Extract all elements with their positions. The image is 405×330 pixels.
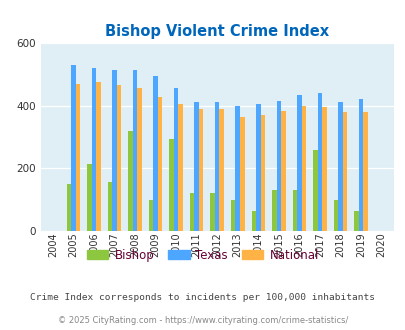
Bar [214, 103, 219, 231]
Bar [239, 116, 244, 231]
Text: Crime Index corresponds to incidents per 100,000 inhabitants: Crime Index corresponds to incidents per… [30, 293, 375, 302]
Bar [158, 97, 162, 231]
Bar [280, 111, 285, 231]
Bar [337, 103, 342, 231]
Bar [132, 70, 137, 231]
Bar [219, 109, 224, 231]
Bar [235, 106, 239, 231]
Bar [230, 200, 235, 231]
Bar [96, 82, 100, 231]
Bar [66, 184, 71, 231]
Bar [169, 139, 173, 231]
Bar [87, 164, 92, 231]
Bar [71, 65, 75, 231]
Bar [342, 113, 346, 231]
Bar [251, 211, 256, 231]
Bar [75, 84, 80, 231]
Bar [198, 109, 203, 231]
Bar [256, 104, 260, 231]
Bar [92, 68, 96, 231]
Bar [292, 190, 296, 231]
Bar [271, 190, 276, 231]
Bar [153, 76, 158, 231]
Bar [107, 182, 112, 231]
Bar [194, 103, 198, 231]
Bar [112, 70, 117, 231]
Bar [137, 88, 141, 231]
Bar [358, 99, 362, 231]
Bar [353, 211, 358, 231]
Bar [149, 200, 153, 231]
Bar [276, 101, 280, 231]
Bar [260, 115, 264, 231]
Bar [333, 200, 337, 231]
Legend: Bishop, Texas, National: Bishop, Texas, National [82, 244, 323, 266]
Bar [321, 107, 326, 231]
Bar [117, 85, 121, 231]
Bar [178, 104, 183, 231]
Bar [312, 150, 317, 231]
Bar [128, 131, 132, 231]
Title: Bishop Violent Crime Index: Bishop Violent Crime Index [105, 24, 328, 39]
Bar [317, 93, 321, 231]
Bar [296, 95, 301, 231]
Bar [210, 193, 214, 231]
Bar [362, 113, 367, 231]
Bar [173, 88, 178, 231]
Bar [301, 106, 305, 231]
Bar [190, 193, 194, 231]
Text: © 2025 CityRating.com - https://www.cityrating.com/crime-statistics/: © 2025 CityRating.com - https://www.city… [58, 316, 347, 325]
